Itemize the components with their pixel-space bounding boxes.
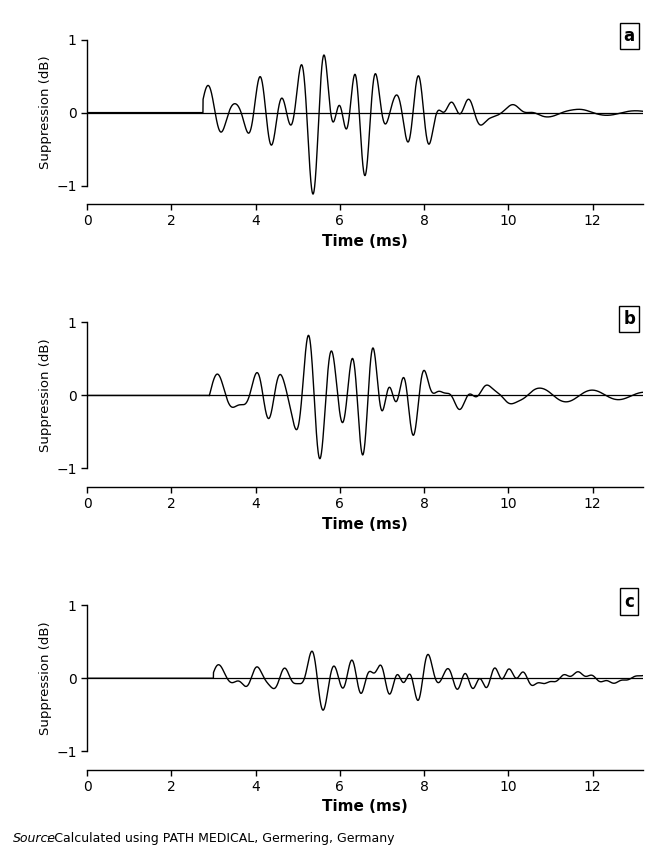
X-axis label: Time (ms): Time (ms)	[322, 233, 408, 249]
Text: b: b	[623, 310, 635, 327]
Text: Source: Source	[13, 832, 56, 845]
Text: a: a	[624, 27, 635, 44]
Text: c: c	[624, 593, 634, 610]
Y-axis label: Suppression (dB): Suppression (dB)	[39, 622, 52, 735]
Y-axis label: Suppression (dB): Suppression (dB)	[39, 339, 52, 452]
X-axis label: Time (ms): Time (ms)	[322, 799, 408, 815]
Text: : Calculated using PATH MEDICAL, Germering, Germany: : Calculated using PATH MEDICAL, Germeri…	[46, 832, 394, 845]
X-axis label: Time (ms): Time (ms)	[322, 516, 408, 532]
Y-axis label: Suppression (dB): Suppression (dB)	[39, 56, 52, 169]
